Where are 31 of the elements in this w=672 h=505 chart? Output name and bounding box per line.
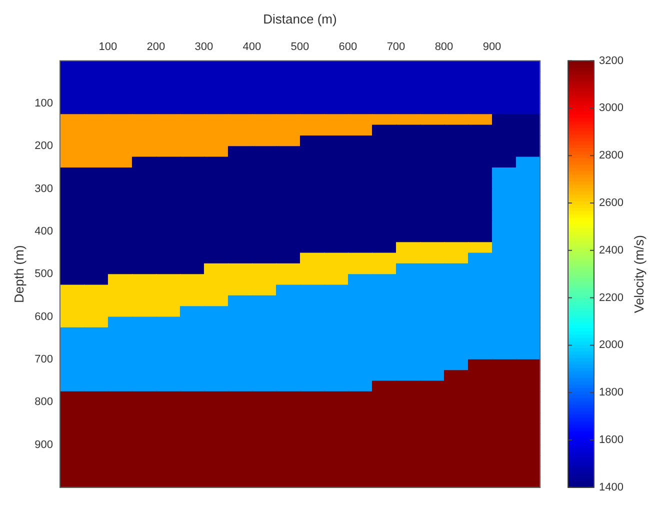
y-tick-label: 100	[34, 97, 53, 110]
color-bar-label: 2000	[599, 339, 624, 352]
color-bar-label: 2600	[599, 197, 624, 210]
color-bar-label: 1600	[599, 434, 624, 446]
x-tick-label: 600	[338, 41, 358, 54]
y-tick-label: 300	[34, 182, 53, 195]
y-tick-label: 400	[34, 225, 53, 238]
x-axis-title: Distance (m)	[263, 11, 337, 26]
x-tick-label: 800	[434, 41, 454, 54]
y-tick-label: 700	[34, 353, 53, 366]
y-tick-label: 200	[34, 140, 53, 152]
x-tick-label: 900	[482, 41, 502, 54]
color-bar-label: 2400	[599, 244, 624, 256]
color-bar-label: 1400	[599, 481, 624, 494]
y-tick-label: 600	[34, 310, 53, 323]
y-axis-title: Depth (m)	[11, 245, 26, 303]
color-bar-label: 2200	[599, 292, 624, 304]
x-tick-label: 300	[194, 41, 214, 54]
x-tick-label: 700	[386, 41, 406, 54]
color-bar-label: 3000	[599, 102, 624, 114]
x-tick-label: 500	[290, 41, 310, 54]
color-bar-label: 1800	[599, 386, 624, 399]
x-tick-label: 200	[146, 41, 166, 54]
y-tick-label: 500	[34, 268, 53, 280]
color-bar-title: Velocity (m/s)	[632, 235, 647, 314]
x-tick-label: 400	[242, 41, 262, 54]
x-tick-label: 100	[98, 41, 118, 54]
color-bar-label: 3200	[599, 54, 624, 67]
y-tick-label: 900	[34, 438, 53, 451]
y-tick-label: 800	[34, 396, 53, 408]
color-bar-label: 2800	[599, 150, 624, 162]
